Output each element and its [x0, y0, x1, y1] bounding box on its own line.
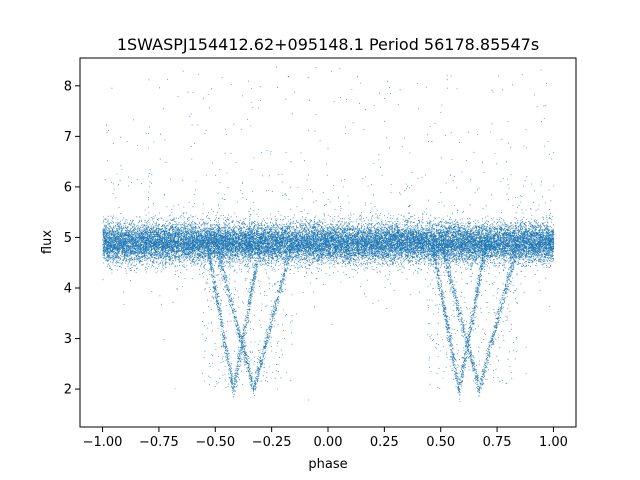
chart-title: 1SWASPJ154412.62+095148.1 Period 56178.8… [117, 35, 539, 54]
x-tick-label: 0.50 [426, 435, 455, 450]
y-axis-ticks: 2 3 4 5 6 7 8 [64, 79, 80, 398]
y-tick-label: 8 [64, 79, 72, 94]
y-tick-label: 7 [64, 130, 72, 145]
x-tick-label: 1.00 [539, 435, 568, 450]
x-tick-label: −0.25 [252, 435, 292, 450]
x-tick-label: −1.00 [83, 435, 123, 450]
y-tick-label: 4 [64, 281, 72, 296]
scatter-points-path [102, 66, 555, 402]
y-axis-label: flux [40, 230, 55, 254]
y-tick-label: 5 [64, 231, 72, 246]
x-tick-label: −0.50 [195, 435, 235, 450]
scatter-points [102, 66, 555, 402]
x-tick-label: 0.75 [483, 435, 512, 450]
x-axis-label: phase [308, 457, 347, 472]
y-tick-label: 2 [64, 383, 72, 398]
y-tick-label: 6 [64, 180, 72, 195]
x-axis-ticks: −1.00 −0.75 −0.50 −0.25 0.00 0.25 0.50 0.75 1.00 [83, 427, 568, 450]
y-tick-label: 3 [64, 332, 72, 347]
x-tick-label: 0.00 [314, 435, 343, 450]
x-tick-label: −0.75 [139, 435, 179, 450]
x-tick-label: 0.25 [370, 435, 399, 450]
plot-area-frame [79, 57, 577, 428]
